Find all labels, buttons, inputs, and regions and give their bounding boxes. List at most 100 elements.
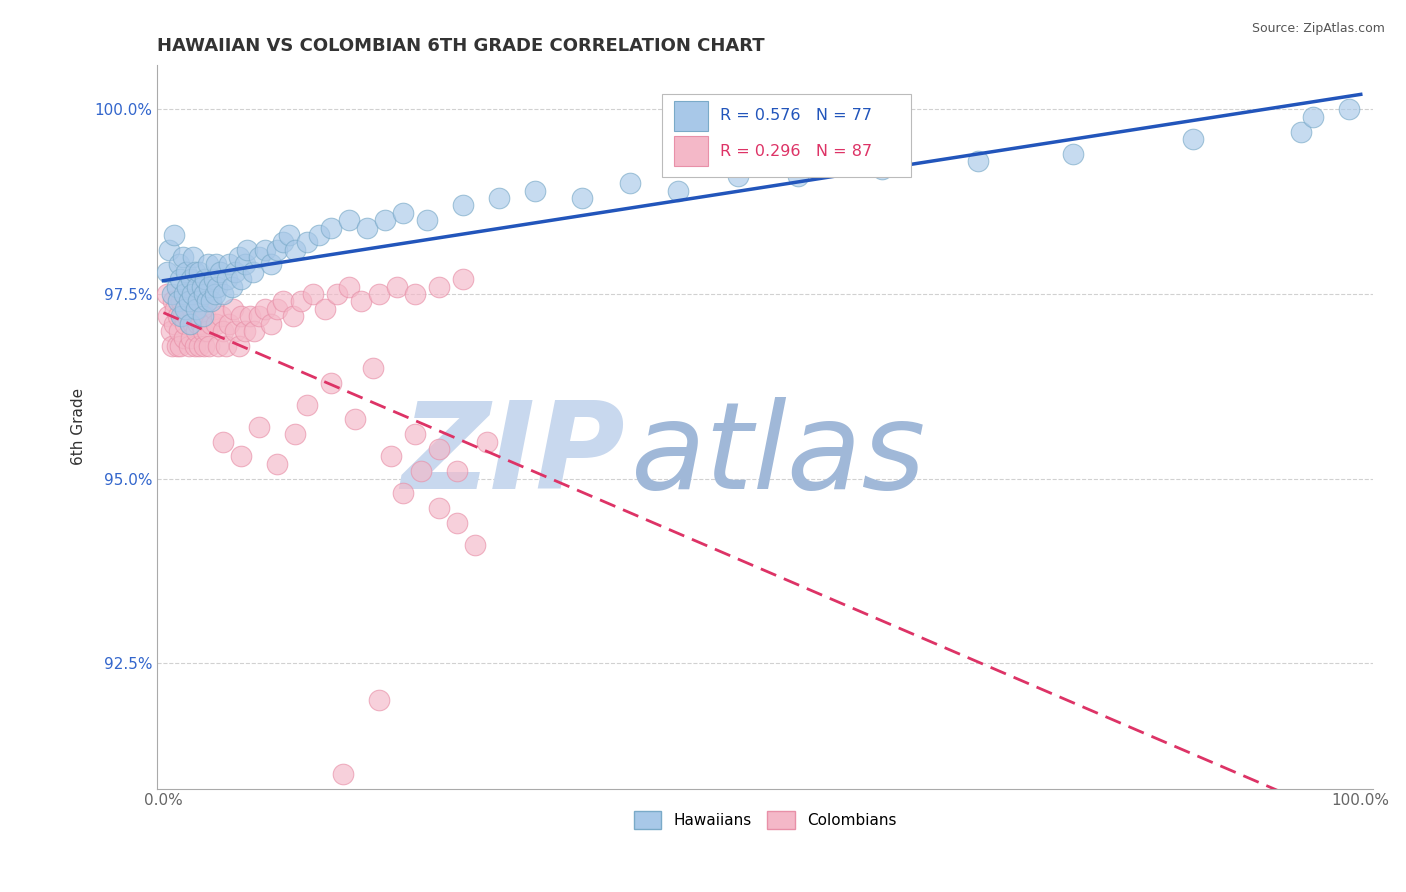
Point (409, 464, 432, 478)
Point (222, 301, 245, 316)
Point (170, 309, 193, 323)
Point (247, 250, 270, 264)
Point (202, 272, 225, 286)
Point (186, 279, 208, 293)
Point (215, 272, 238, 286)
Text: Source: ZipAtlas.com: Source: ZipAtlas.com (1251, 22, 1385, 36)
Point (254, 301, 277, 316)
Point (266, 243, 288, 257)
Point (619, 176, 641, 190)
Point (156, 287, 179, 301)
Point (190, 301, 212, 316)
Point (200, 294, 222, 309)
Point (271, 235, 294, 250)
Point (416, 213, 439, 227)
Point (197, 257, 219, 271)
Point (1182, 132, 1205, 146)
Point (266, 457, 288, 471)
Legend: Hawaiians, Colombians: Hawaiians, Colombians (627, 805, 903, 835)
Point (183, 317, 205, 331)
Point (314, 301, 336, 316)
Point (166, 339, 188, 353)
Point (183, 265, 205, 279)
Point (475, 434, 498, 449)
Point (193, 339, 215, 353)
Point (198, 339, 221, 353)
Point (392, 206, 415, 220)
Y-axis label: 6th Grade: 6th Grade (72, 388, 86, 466)
Point (184, 301, 207, 316)
Point (191, 309, 214, 323)
Point (247, 309, 270, 323)
Point (571, 191, 593, 205)
Point (166, 309, 188, 323)
Point (194, 272, 217, 286)
Point (177, 339, 200, 353)
Point (295, 398, 318, 412)
Point (179, 317, 201, 331)
Point (308, 227, 330, 242)
Point (236, 243, 259, 257)
Point (174, 317, 197, 331)
Point (184, 324, 207, 338)
Point (215, 339, 238, 353)
Text: R = 0.576   N = 77: R = 0.576 N = 77 (720, 108, 872, 123)
Point (174, 265, 197, 279)
Point (183, 250, 205, 264)
Point (231, 450, 253, 464)
Point (451, 198, 474, 212)
Point (172, 309, 194, 323)
Point (195, 324, 218, 338)
Text: HAWAIIAN VS COLOMBIAN 6TH GRADE CORRELATION CHART: HAWAIIAN VS COLOMBIAN 6TH GRADE CORRELAT… (157, 37, 765, 55)
Point (523, 184, 546, 198)
Point (254, 243, 277, 257)
Point (204, 287, 226, 301)
Point (380, 450, 402, 464)
Point (361, 360, 384, 375)
Point (356, 220, 378, 235)
Point (208, 265, 231, 279)
Point (1337, 103, 1360, 117)
Point (177, 294, 200, 309)
Point (188, 265, 211, 279)
Point (179, 317, 201, 331)
Point (392, 486, 415, 500)
Point (281, 309, 304, 323)
Point (385, 279, 408, 293)
Point (446, 464, 468, 478)
Point (207, 339, 229, 353)
Point (337, 213, 360, 227)
Point (174, 294, 197, 309)
Point (165, 301, 187, 316)
Point (166, 279, 188, 293)
Point (295, 235, 318, 250)
FancyBboxPatch shape (662, 95, 911, 178)
Point (1302, 110, 1324, 124)
Point (191, 324, 214, 338)
Point (242, 265, 264, 279)
Point (271, 294, 294, 309)
Point (207, 279, 229, 293)
Point (212, 287, 235, 301)
Point (368, 287, 391, 301)
Point (260, 257, 283, 271)
Point (190, 317, 212, 331)
Point (174, 301, 197, 316)
Point (337, 279, 360, 293)
Point (186, 301, 208, 316)
Point (190, 279, 212, 293)
Point (200, 317, 222, 331)
Point (343, 412, 366, 426)
Point (966, 154, 988, 169)
FancyBboxPatch shape (673, 101, 709, 131)
Point (169, 339, 191, 353)
Point (224, 324, 246, 338)
Point (176, 309, 198, 323)
Point (228, 250, 250, 264)
Point (1062, 146, 1084, 161)
Point (302, 287, 325, 301)
Point (162, 294, 184, 309)
Point (212, 434, 235, 449)
Point (284, 427, 307, 442)
Point (187, 317, 209, 331)
